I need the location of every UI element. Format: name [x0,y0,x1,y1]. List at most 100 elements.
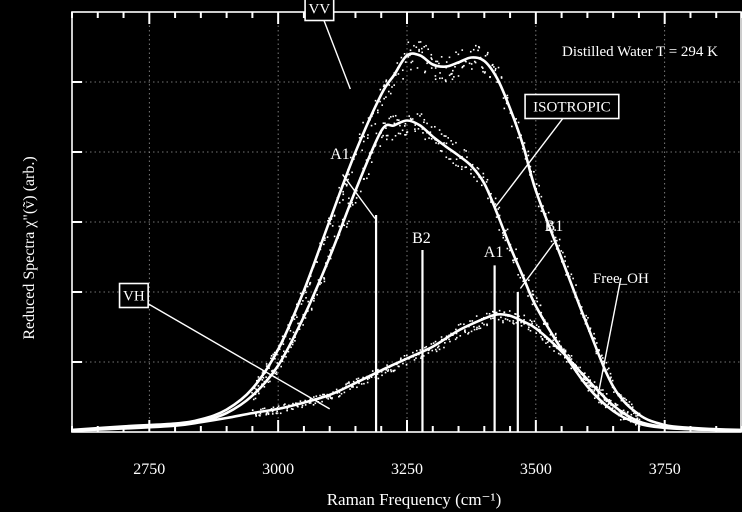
data-point [273,351,276,354]
data-point [348,220,350,223]
data-point [374,376,377,379]
data-point [414,124,417,126]
data-point [482,176,485,179]
data-point [440,336,443,338]
data-point [583,372,585,375]
data-point [455,332,458,335]
data-point [463,64,465,67]
data-point [381,136,383,139]
data-point [542,205,544,207]
data-point [540,311,543,314]
data-point [513,259,516,261]
data-point [520,321,522,324]
data-point [464,166,467,169]
data-point [562,251,564,254]
data-point [319,283,321,286]
data-point [305,297,307,299]
data-point [430,67,433,69]
data-point [333,235,336,238]
data-point [451,78,454,81]
data-point [366,137,369,139]
data-point [382,85,385,88]
data-point [411,60,414,63]
data-point [494,69,497,72]
data-point [533,170,535,173]
data-point [439,77,441,80]
data-point [531,322,533,325]
data-point [299,292,302,295]
data-point [371,151,374,154]
data-point [276,410,278,413]
data-point [265,412,268,415]
data-point [558,340,561,343]
data-point [427,352,430,354]
data-point [605,400,608,403]
data-point [445,80,447,83]
data-point [476,180,478,183]
data-point [636,417,639,419]
data-point [430,57,433,59]
data-point [331,397,333,399]
data-point [382,134,384,137]
data-point [451,72,453,75]
data-point [377,377,380,380]
data-point [358,382,360,385]
data-point [564,260,566,262]
data-point [346,382,349,385]
data-point [324,262,327,264]
data-point [404,134,406,136]
data-point [255,415,258,417]
data-point [494,203,497,205]
data-point [345,383,347,386]
data-point [444,79,447,81]
data-point [513,322,515,325]
data-point [517,121,520,124]
data-point [568,354,570,357]
data-point [527,328,530,331]
data-point [437,142,440,145]
data-point [502,234,505,237]
x-tick-label: 3000 [262,461,294,478]
data-point [541,338,544,340]
data-point [434,75,437,77]
data-point [313,297,315,300]
data-point [464,330,466,332]
data-point [625,399,628,401]
data-point [435,60,437,63]
data-point [259,412,262,415]
data-point [418,41,420,43]
data-point [355,197,358,199]
data-point [556,239,558,242]
data-point [434,340,437,343]
data-point [455,158,458,161]
data-point [406,354,408,357]
data-point [393,122,396,125]
data-point [434,125,436,128]
data-point [554,332,557,335]
data-point [467,332,469,335]
callout-box-vv [304,0,335,22]
data-point [475,315,478,317]
data-point [503,107,506,110]
data-point [455,164,457,167]
data-point [374,99,377,102]
data-point [465,166,468,168]
data-point [445,156,448,159]
data-point [294,314,297,316]
data-point [527,150,530,153]
data-point [394,369,396,372]
series-line-isotropic [71,119,742,432]
data-point [386,364,388,366]
data-point [585,319,588,321]
data-point [280,365,282,368]
data-point [393,84,396,86]
data-point [620,399,623,402]
data-point [376,369,379,372]
data-point [351,201,353,204]
data-point [531,290,534,292]
data-point [539,304,542,307]
data-point [620,395,623,398]
data-point [287,350,290,353]
data-point [419,41,422,43]
data-point [635,415,637,417]
